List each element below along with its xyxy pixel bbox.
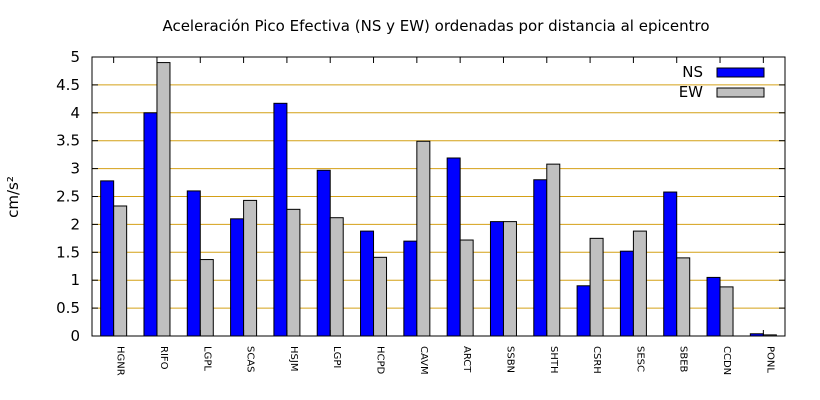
bar-ew-ccdn bbox=[719, 286, 734, 337]
bar-ns-rifo bbox=[143, 112, 158, 337]
bar-ew-sbeb bbox=[676, 257, 691, 337]
x-tick-label: HSJM bbox=[288, 346, 299, 371]
legend-swatch-ew bbox=[716, 87, 765, 98]
x-tick-label: ARCT bbox=[461, 346, 472, 373]
bar-ew-lgpi bbox=[329, 217, 344, 337]
bar-ew-scas bbox=[243, 199, 258, 337]
x-tick-label: CCDN bbox=[721, 346, 732, 375]
legend-label-ns: NS bbox=[682, 63, 703, 81]
y-tick-label: 1.5 bbox=[56, 243, 80, 261]
x-tick-label: LGPI bbox=[331, 346, 342, 368]
bar-ns-sbeb bbox=[663, 191, 678, 337]
bar-ns-ccdn bbox=[706, 276, 721, 337]
y-tick-label: 0.5 bbox=[56, 299, 80, 317]
bar-ns-shth bbox=[533, 179, 548, 337]
y-axis-ticks: 0 0.5 1 1.5 2 2.5 3 3.5 4 4.5 5 bbox=[56, 48, 785, 345]
bars bbox=[100, 62, 777, 337]
bar-ns-csrh bbox=[576, 285, 591, 337]
x-tick-label: HGNR bbox=[115, 346, 126, 376]
bar-ew-hcpd bbox=[373, 256, 388, 337]
x-tick-label: CAVM bbox=[418, 346, 429, 375]
x-tick-label: HCPD bbox=[375, 346, 386, 375]
bar-ns-hcpd bbox=[360, 230, 375, 337]
y-tick-label: 1 bbox=[70, 271, 80, 289]
x-tick-label: SBEB bbox=[678, 346, 689, 373]
y-tick-label: 0 bbox=[70, 327, 80, 345]
bar-ns-hgnr bbox=[100, 180, 115, 337]
bar-ns-hsjm bbox=[273, 102, 288, 337]
x-tick-label: SHTH bbox=[548, 346, 559, 374]
bar-ew-hgnr bbox=[113, 205, 128, 337]
legend-swatch-ns bbox=[716, 67, 765, 78]
bar-ew-sesc bbox=[632, 230, 647, 337]
bar-ns-ssbn bbox=[489, 221, 504, 337]
bar-ns-sesc bbox=[619, 250, 634, 337]
y-tick-label: 3.5 bbox=[56, 132, 80, 150]
bar-ew-ssbn bbox=[502, 221, 517, 337]
bar-ew-hsjm bbox=[286, 208, 301, 337]
y-tick-label: 5 bbox=[70, 48, 80, 66]
x-tick-label: SCAS bbox=[245, 346, 256, 373]
x-tick-label: SESC bbox=[634, 346, 645, 372]
y-tick-label: 2.5 bbox=[56, 188, 80, 206]
bar-ns-lgpi bbox=[316, 169, 331, 337]
legend: NS EW bbox=[679, 63, 765, 101]
bar-ns-scas bbox=[230, 218, 245, 337]
bar-ew-shth bbox=[546, 163, 561, 337]
x-tick-label: RIFO bbox=[158, 346, 169, 370]
chart-title: Aceleración Pico Efectiva (NS y EW) orde… bbox=[162, 17, 709, 35]
x-tick-label: SSBN bbox=[504, 346, 515, 373]
y-axis-label: cm/s² bbox=[4, 176, 22, 218]
x-tick-label: LGPL bbox=[201, 346, 212, 371]
y-tick-label: 3 bbox=[70, 160, 80, 178]
legend-label-ew: EW bbox=[679, 83, 703, 101]
bar-ew-lgpl bbox=[199, 259, 214, 337]
y-tick-label: 4.5 bbox=[56, 76, 80, 94]
bar-ns-arct bbox=[446, 157, 461, 337]
x-tick-label: CSRH bbox=[591, 346, 602, 374]
bar-ns-cavm bbox=[403, 240, 418, 337]
x-tick-label: PONL bbox=[764, 346, 775, 373]
x-axis-ticks: HGNR RIFO LGPL SCAS HSJM LGPI HCPD CAVM ARCT SSBN… bbox=[113, 57, 775, 376]
bar-ew-csrh bbox=[589, 237, 604, 337]
bar-ew-arct bbox=[459, 239, 474, 337]
y-tick-label: 2 bbox=[70, 215, 80, 233]
bar-ew-cavm bbox=[416, 140, 431, 337]
bar-ew-rifo bbox=[156, 62, 171, 337]
y-tick-label: 4 bbox=[70, 104, 80, 122]
bar-ns-lgpl bbox=[186, 190, 201, 337]
